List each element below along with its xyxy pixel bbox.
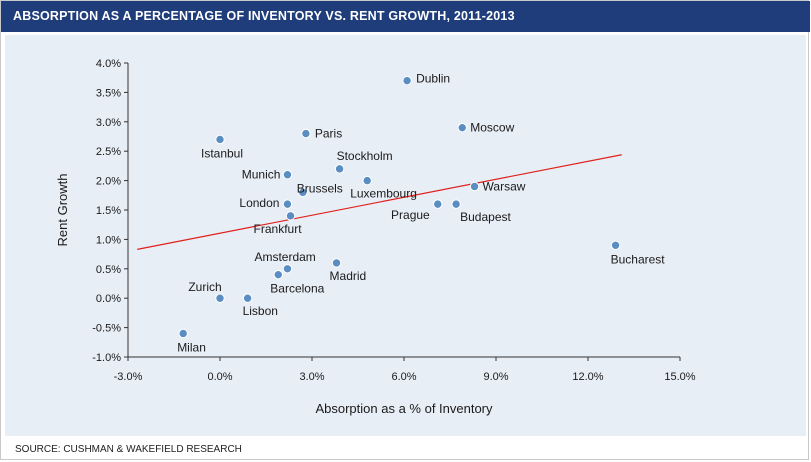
data-point-label: London: [239, 196, 279, 210]
y-tick-label: 4.0%: [96, 58, 121, 70]
data-point: [457, 122, 467, 133]
y-tick-label: 3.0%: [96, 117, 121, 129]
data-point: [451, 199, 461, 209]
data-point-label: Madrid: [330, 269, 367, 283]
data-point: [242, 293, 253, 303]
data-point: [273, 269, 283, 280]
data-point: [301, 128, 311, 139]
data-point-label: Moscow: [470, 121, 514, 135]
data-point-label: Prague: [391, 208, 430, 222]
x-tick-label: 9.0%: [483, 371, 508, 383]
y-tick-label: 2.0%: [96, 176, 121, 188]
data-point-label: Munich: [242, 168, 281, 182]
x-tick-label: 12.0%: [572, 371, 603, 383]
data-point: [282, 199, 293, 209]
data-point-label: Zurich: [188, 280, 221, 294]
data-point: [178, 328, 188, 339]
data-point: [215, 293, 225, 303]
data-point: [433, 199, 443, 209]
data-point-label: Istanbul: [201, 146, 243, 160]
data-point-label: Paris: [315, 127, 342, 141]
scatter-plot: 4.0% 3.5% 3.0% 2.5% 2.0% 1.5% 1.0% 0.5% 0.0% -0.5…: [55, 58, 696, 416]
data-point-label: Budapest: [460, 210, 511, 224]
data-point: [469, 181, 480, 192]
trend-line: [137, 154, 622, 250]
data-point-label: Milan: [177, 340, 206, 354]
source-note: SOURCE: CUSHMAN & WAKEFIELD RESEARCH: [15, 444, 242, 455]
data-point-label: Frankfurt: [254, 222, 303, 236]
data-point-label: Lisbon: [243, 304, 278, 318]
data-point-label: Bucharest: [611, 252, 666, 266]
data-point-label: Warsaw: [483, 179, 526, 193]
chart-title: ABSORPTION AS A PERCENTAGE OF INVENTORY …: [1, 1, 810, 32]
x-tick-label: -3.0%: [114, 371, 143, 383]
x-axis-title: Absorption as a % of Inventory: [315, 401, 493, 416]
data-point: [282, 170, 293, 180]
y-tick-label: 1.5%: [96, 205, 121, 217]
x-tick-label: 6.0%: [391, 371, 416, 383]
y-tick-label: 1.0%: [96, 234, 121, 246]
data-point-label: Amsterdam: [254, 250, 315, 264]
data-point: [298, 187, 308, 198]
y-tick-label: 3.5%: [96, 87, 121, 99]
x-tick-label: 0.0%: [207, 371, 232, 383]
x-tick-label: 3.0%: [299, 371, 324, 383]
data-point: [334, 164, 345, 174]
data-point: [362, 175, 372, 186]
data-point-label: Dublin: [416, 72, 450, 86]
y-tick-label: 0.5%: [96, 264, 121, 276]
data-point: [285, 211, 296, 221]
data-point: [282, 264, 293, 274]
data-point-label: Brussels: [297, 181, 343, 195]
y-axis-title: Rent Growth: [55, 174, 70, 247]
x-tick-label: 15.0%: [664, 371, 695, 383]
y-tick-label: -0.5%: [92, 323, 121, 335]
data-point-label: Stockholm: [337, 149, 393, 163]
chart-panel: [5, 35, 806, 436]
data-point: [215, 134, 225, 145]
data-point-label: Barcelona: [270, 282, 324, 296]
data-point: [610, 240, 621, 250]
y-tick-label: 0.0%: [96, 293, 121, 305]
data-point: [402, 75, 412, 86]
y-tick-label: -1.0%: [92, 352, 121, 364]
y-tick-label: 2.5%: [96, 146, 121, 158]
data-point: [331, 258, 342, 268]
data-point-label: Luxembourg: [350, 187, 417, 201]
